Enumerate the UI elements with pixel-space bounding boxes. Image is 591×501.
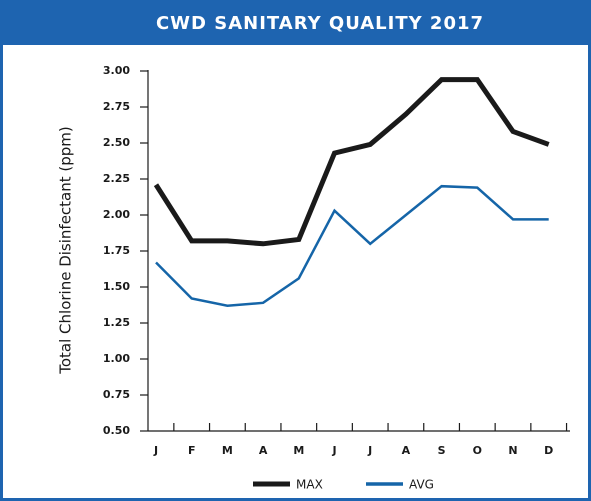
chart-title: CWD SANITARY QUALITY 2017	[156, 13, 484, 34]
y-tick-label: 3.00	[103, 64, 130, 77]
x-tick-label: J	[153, 444, 158, 457]
y-tick-label: 2.50	[103, 136, 130, 149]
line-series	[153, 77, 550, 247]
y-tick-label: 2.25	[103, 172, 130, 185]
x-tick-label: N	[508, 444, 517, 457]
x-tick-label: S	[438, 444, 446, 457]
y-tick-label: 1.00	[103, 352, 130, 365]
x-tick-label: J	[331, 444, 336, 457]
x-tick-label: M	[293, 444, 304, 457]
x-tick-label: A	[259, 444, 268, 457]
y-tick-label: 0.50	[103, 424, 130, 437]
line-series	[155, 184, 549, 307]
x-tick-label: A	[402, 444, 411, 457]
y-tick-label: 2.75	[103, 100, 130, 113]
legend-label: AVG	[409, 478, 434, 492]
legend-label: MAX	[296, 478, 323, 492]
x-tick-label: F	[188, 444, 196, 457]
y-tick-label: 1.50	[103, 280, 130, 293]
y-tick-label: 1.25	[103, 316, 130, 329]
x-tick-label: M	[222, 444, 233, 457]
y-axis-label: Total Chlorine Disinfectant (ppm)	[57, 126, 75, 375]
y-tick-label: 0.75	[103, 388, 130, 401]
y-tick-label: 1.75	[103, 244, 130, 257]
x-tick-label: O	[473, 444, 482, 457]
x-tick-label: J	[367, 444, 372, 457]
x-tick-label: D	[544, 444, 553, 457]
header	[0, 0, 591, 45]
y-tick-label: 2.00	[103, 208, 130, 221]
